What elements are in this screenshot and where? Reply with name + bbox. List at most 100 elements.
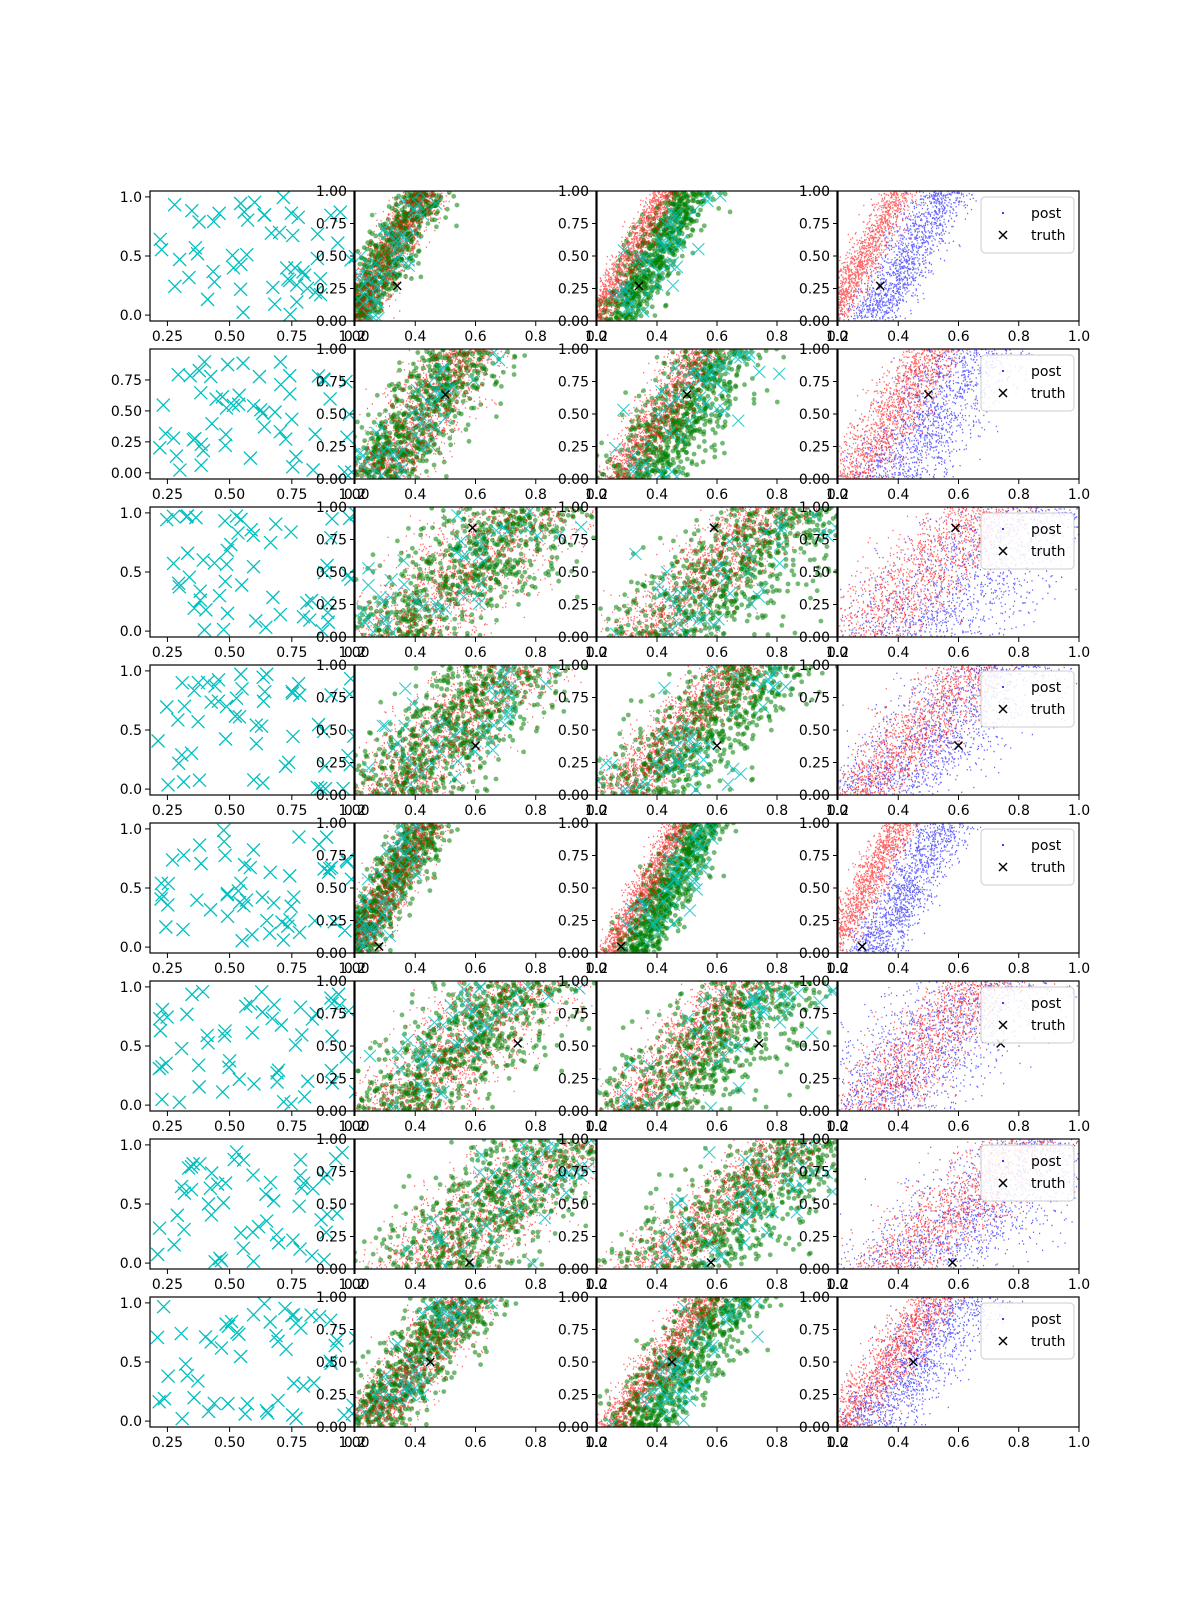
plot-area [152, 354, 354, 479]
legend-post-label: post [1031, 364, 1062, 380]
y-tick-label: 0.75 [316, 1165, 347, 1181]
panel-r7-c1: 0.25 0.50 0.75 1.00 0.0 0.5 1.0 [120, 1138, 370, 1293]
truth-marker [953, 741, 964, 751]
x-tick-label: 0.8 [766, 961, 788, 977]
panel-r6-c3: 0.2 0.4 0.6 0.8 1.00.000.250.500.751.00 [558, 974, 848, 1135]
legend-post-marker [1002, 1318, 1004, 1320]
y-tick-label: 0.50 [558, 407, 589, 423]
y-tick-label: 0.50 [316, 723, 347, 739]
y-tick-label: 0.50 [799, 1355, 830, 1371]
y-tick-label: 0.50 [558, 881, 589, 897]
x-tick-label: 0.2 [586, 1435, 608, 1451]
truth-marker [425, 1357, 435, 1367]
truth-marker [513, 1038, 523, 1048]
x-tick-label: 0.6 [706, 1119, 728, 1135]
y-tick-label: 1.0 [120, 1138, 142, 1154]
y-tick-label: 0.75 [558, 1323, 589, 1339]
x-tick-label: 0.2 [586, 487, 608, 503]
y-tick-label: 0.50 [799, 565, 830, 581]
x-tick-label: 1.0 [1068, 1277, 1090, 1293]
y-tick-label: 0.25 [316, 1072, 347, 1088]
x-tick-label: 0.2 [344, 1435, 366, 1451]
design-points-overlay [355, 1297, 498, 1424]
x-tick-label: 0.2 [344, 487, 366, 503]
truth-marker [709, 523, 719, 533]
x-tick-label: 0.50 [214, 1435, 245, 1451]
panel-r5-c4: 0.2 0.4 0.6 0.8 1.00.000.250.500.751.00postt… [799, 816, 1090, 977]
plot-area [355, 823, 460, 953]
panel-r5-c3: 0.2 0.4 0.6 0.8 1.00.000.250.500.751.00 [558, 816, 848, 977]
y-tick-label: 0.00 [316, 314, 347, 330]
y-tick-label: 1.00 [799, 342, 830, 358]
y-tick-label: 0.50 [558, 723, 589, 739]
y-tick-label: 0.50 [316, 1197, 347, 1213]
x-tick-label: 1.0 [585, 329, 607, 345]
y-tick-label: 0.00 [799, 1262, 830, 1278]
design-points-overlay [597, 981, 837, 1111]
y-tick-label: 0.0 [120, 624, 142, 640]
y-tick-label: 0.50 [316, 881, 347, 897]
y-tick-label: 0.75 [558, 1165, 589, 1181]
panel-r3-c2: 0.2 0.4 0.6 0.8 1.00.000.250.500.751.00 [316, 500, 607, 661]
x-tick-label: 0.25 [152, 803, 183, 819]
x-tick-label: 1.00 [338, 329, 369, 345]
x-tick-label: 0.4 [646, 803, 668, 819]
x-tick-label: 0.4 [887, 1119, 909, 1135]
y-tick-label: 1.0 [120, 506, 142, 522]
legend: post truth [980, 1144, 1075, 1202]
y-tick-label: 1.00 [316, 184, 347, 200]
x-tick-label: 0.4 [404, 1119, 426, 1135]
truth-marker [464, 1257, 475, 1268]
plot-area [597, 507, 837, 637]
plot-area [597, 1297, 784, 1427]
y-tick-label: 0.25 [558, 1388, 589, 1404]
y-tick-label: 0.25 [111, 435, 142, 451]
red-samples [597, 349, 735, 479]
x-tick-label: 1.00 [338, 1119, 369, 1135]
y-tick-label: 1.0 [120, 664, 142, 680]
legend-truth-marker [998, 1336, 1008, 1346]
x-tick-label: 0.6 [464, 1435, 486, 1451]
y-tick-label: 0.25 [316, 598, 347, 614]
x-tick-label: 0.2 [344, 645, 366, 661]
x-tick-label: 0.4 [887, 329, 909, 345]
green-samples [602, 823, 739, 953]
y-tick-label: 0.25 [799, 1072, 830, 1088]
legend-post-marker [1002, 686, 1004, 688]
y-tick-label: 0.75 [111, 373, 142, 389]
y-tick-label: 0.25 [316, 1230, 347, 1246]
legend: post truth [980, 512, 1075, 570]
x-tick-label: 0.6 [706, 803, 728, 819]
y-tick-label: 0.75 [316, 533, 347, 549]
truth-marker [667, 1357, 677, 1367]
x-tick-label: 0.2 [827, 961, 849, 977]
y-tick-label: 1.00 [799, 658, 830, 674]
truth-marker [706, 1257, 716, 1268]
x-tick-label: 0.6 [947, 645, 969, 661]
y-tick-label: 0.25 [799, 440, 830, 456]
x-tick-label: 0.2 [344, 803, 366, 819]
design-points [150, 1145, 350, 1269]
y-tick-label: 0.75 [558, 375, 589, 391]
y-tick-label: 1.00 [316, 974, 347, 990]
y-tick-label: 0.25 [799, 1388, 830, 1404]
post-samples-inner [838, 981, 1068, 1111]
panel-r2-c1: 0.25 0.50 0.75 1.000.000.250.500.75 [111, 348, 370, 503]
y-tick-label: 0.00 [558, 1262, 589, 1278]
x-tick-label: 0.2 [344, 1277, 366, 1293]
x-tick-label: 1.0 [585, 645, 607, 661]
y-tick-label: 1.00 [558, 342, 589, 358]
x-tick-label: 1.0 [1068, 803, 1090, 819]
x-tick-label: 0.2 [827, 1277, 849, 1293]
x-tick-label: 0.6 [706, 1277, 728, 1293]
y-tick-label: 1.00 [558, 974, 589, 990]
x-tick-label: 0.6 [464, 803, 486, 819]
panel-r2-c2: 0.2 0.4 0.6 0.8 1.00.000.250.500.751.00 [316, 342, 607, 503]
x-tick-label: 1.00 [338, 803, 369, 819]
y-tick-label: 1.00 [799, 974, 830, 990]
design-points [159, 507, 354, 637]
y-tick-label: 0.00 [316, 946, 347, 962]
y-tick-label: 0.0 [120, 308, 142, 324]
x-tick-label: 0.6 [947, 1435, 969, 1451]
x-tick-label: 0.8 [525, 329, 547, 345]
